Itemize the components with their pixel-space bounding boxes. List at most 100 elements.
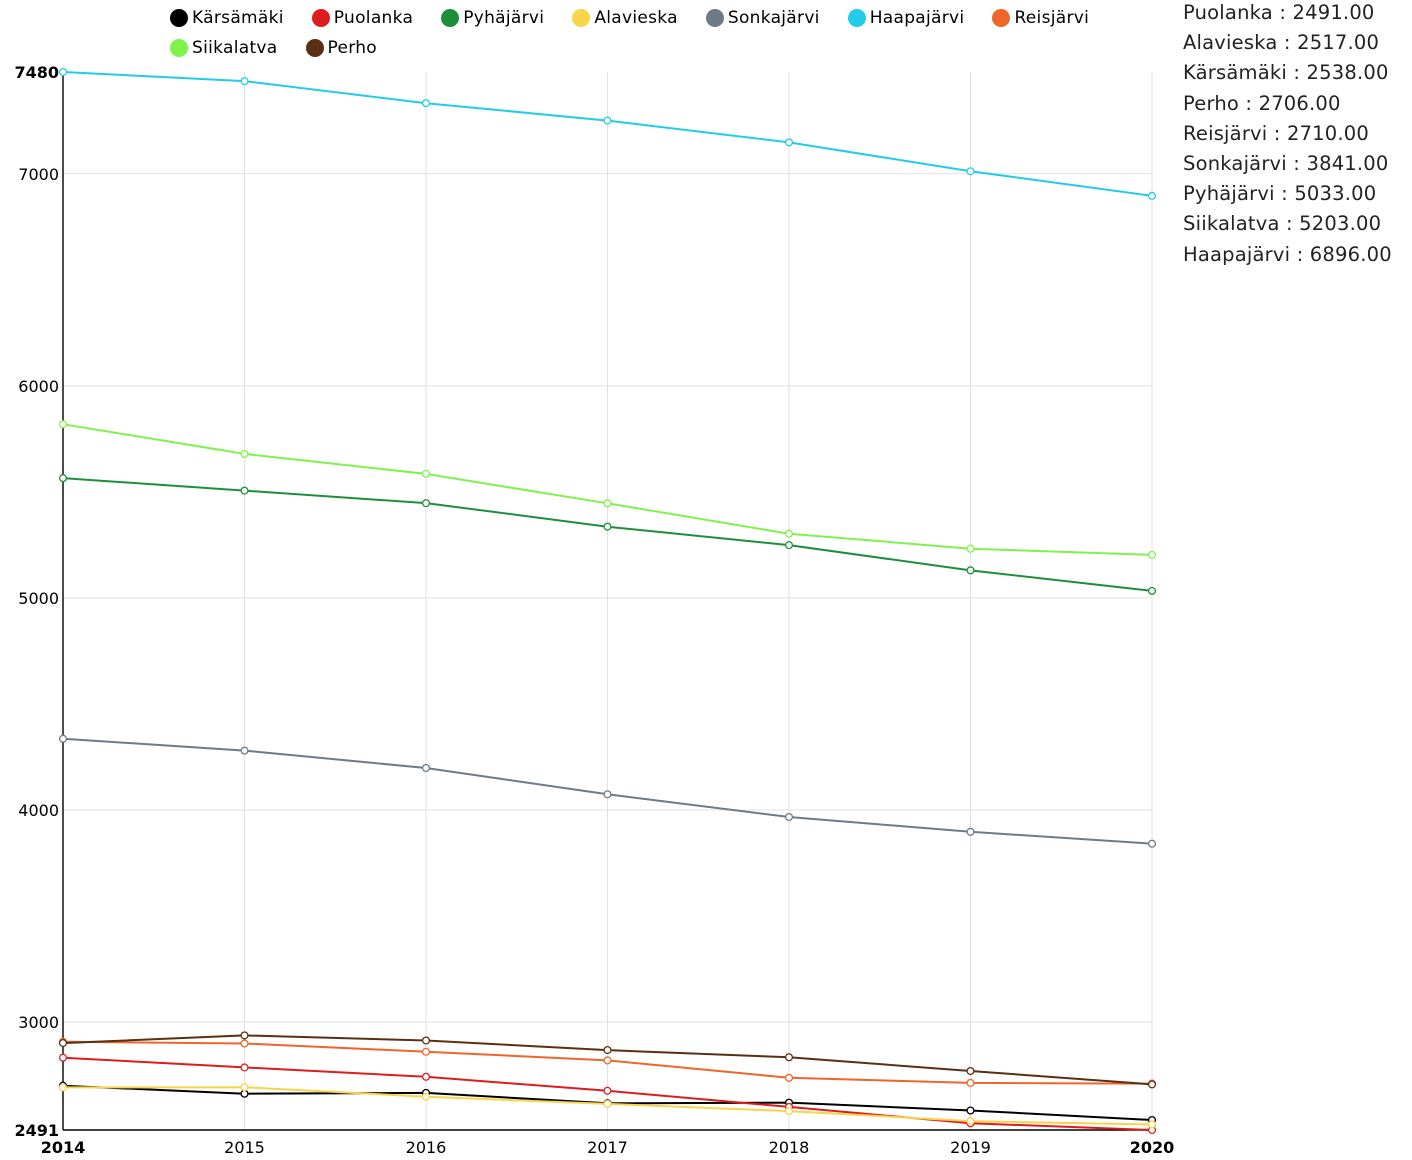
value-list-item: Puolanka : 2491.00 [1183,1,1375,24]
legend-label: Kärsämäki [192,8,284,28]
data-point [240,746,249,755]
data-point [784,1073,794,1082]
data-point [240,486,249,495]
data-point [784,541,794,550]
data-point [240,1063,249,1072]
data-point [603,1099,612,1108]
data-point [603,116,612,125]
value-list-item: Sonkajärvi : 3841.00 [1183,152,1389,176]
data-point [421,469,431,478]
data-point [784,138,794,147]
data-point [966,1117,975,1126]
y-tick-label: 5000 [18,589,59,608]
chart-legend: Kärsämäki Puolanka Pyhäjärvi Alavieska Sonka… [170,6,1150,60]
x-tick-label: 2015 [224,1138,265,1157]
legend-swatch [170,39,188,57]
legend-swatch [847,9,866,27]
data-point [1147,191,1157,200]
y-tick-label: 4000 [18,801,59,820]
legend-label: Sonkajärvi [727,8,820,28]
data-point [603,522,612,531]
value-list-item: Alavieska : 2517.00 [1183,31,1380,55]
legend-swatch [441,9,460,27]
x-tick-label: 2014 [41,1138,86,1157]
legend-swatch [170,9,188,27]
data-point [58,734,68,743]
value-list-item: Pyhäjärvi : 5033.00 [1183,182,1377,206]
data-point [58,474,68,483]
data-point [240,1083,249,1092]
legend-item[interactable]: Siikalatva [170,36,278,60]
data-point [603,790,612,799]
data-point [58,1083,68,1092]
data-point [421,499,431,508]
data-point [240,449,249,458]
data-point [240,77,249,86]
y-tick-label: 2491 [14,1121,59,1140]
data-point [784,529,794,538]
data-point [1147,550,1157,559]
data-point [421,99,431,108]
data-point [240,1031,249,1040]
value-list-item: Haapajärvi : 6896.00 [1183,242,1392,266]
data-point [1147,1120,1157,1129]
data-point [421,1092,431,1101]
x-tick-label: 2017 [587,1138,628,1157]
value-list-item: Kärsämäki : 2538.00 [1183,61,1389,85]
legend-swatch [572,9,591,27]
legend-label: Haapajärvi [869,8,965,28]
value-list-item: Perho : 2706.00 [1183,91,1341,115]
data-point [966,1066,975,1076]
data-point [784,1053,794,1062]
data-point [58,1039,68,1048]
value-list-item: Siikalatva : 5203.00 [1183,212,1382,236]
data-point [240,1089,249,1098]
legend-item[interactable]: Perho [305,36,377,60]
value-list-item: Reisjärvi : 2710.00 [1183,121,1369,145]
x-tick-label: 2020 [1130,1138,1175,1157]
data-point [603,499,612,508]
legend-label: Siikalatva [192,38,278,58]
legend-label: Reisjärvi [1014,8,1090,28]
x-tick-label: 2018 [769,1138,810,1157]
x-tick-label: 2016 [406,1138,447,1157]
data-point [421,1036,431,1045]
legend-item[interactable]: Pyhäjärvi [441,6,544,30]
legend-item[interactable]: Sonkajärvi [705,6,820,30]
legend-swatch [705,9,724,27]
legend-item[interactable]: Kärsämäki [170,6,284,30]
legend-item[interactable]: Puolanka [311,6,413,30]
y-tick-label: 3000 [18,1013,59,1032]
data-point [58,67,68,77]
legend-label: Alavieska [594,8,678,28]
data-point [784,812,794,822]
data-point [966,167,975,176]
legend-item[interactable]: Haapajärvi [847,6,965,30]
legend-swatch [992,9,1011,27]
y-tick-label: 7000 [18,165,59,184]
data-point [1147,586,1157,595]
data-point [421,763,431,773]
x-tick-label: 2019 [950,1138,991,1157]
legend-item[interactable]: Reisjärvi [992,6,1089,30]
data-point [603,1086,612,1095]
legend-item[interactable]: Alavieska [572,6,678,30]
data-point [966,566,975,575]
data-point [966,1106,975,1115]
legend-swatch [311,9,330,27]
legend-label: Perho [327,38,377,58]
data-point [966,827,975,836]
value-list: Puolanka : 2491.00 Alavieska : 2517.00 Kär… [1183,0,1392,270]
data-point [240,1039,249,1048]
legend-label: Pyhäjärvi [463,8,545,28]
data-point [1147,1080,1157,1089]
data-point [966,544,975,553]
y-tick-label: 6000 [18,377,59,396]
y-tick-label: 7480 [14,63,59,82]
data-point [421,1072,431,1081]
data-point [966,1078,975,1087]
data-point [603,1046,612,1055]
data-point [58,1053,68,1062]
data-point [58,420,68,429]
